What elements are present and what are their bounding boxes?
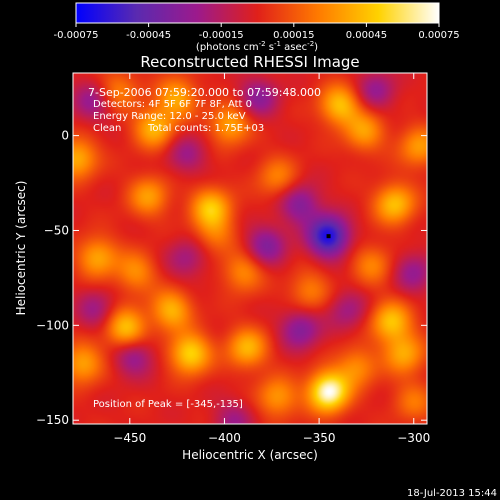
- peak-position-label: Position of Peak = [-345,-135]: [93, 399, 243, 410]
- detectors-label: Detectors: 4F 5F 6F 7F 8F, Att 0: [93, 99, 252, 110]
- method-label: Clean: [93, 123, 121, 134]
- colorbar-gradient: [75, 2, 440, 24]
- colorbar-ticks: -0.00075 -0.00045 -0.00015 0.00015 0.00045 0.…: [54, 23, 460, 41]
- x-tick-label: −350: [303, 431, 336, 445]
- colorbar-tick-label: 0.00075: [418, 30, 459, 41]
- colorbar-tick-label: -0.00075: [54, 30, 99, 41]
- x-tick-label: −400: [208, 431, 241, 445]
- plot-area: −450 −400 −350 −300 −150 −100 −50 0: [36, 72, 430, 445]
- generated-timestamp: 18-Jul-2013 15:44: [407, 488, 497, 499]
- total-counts-label: Total counts: 1.75E+03: [147, 123, 264, 134]
- chart-title: Reconstructed RHESSI Image: [140, 53, 359, 71]
- minimum-marker: [326, 234, 331, 239]
- colorbar: -0.00075 -0.00045 -0.00015 0.00015 0.00045 0.…: [54, 2, 460, 53]
- y-axis-ticks: −150 −100 −50 0: [36, 129, 427, 427]
- annotations: 7-Sep-2006 07:59:20.000 to 07:59:48.000 …: [88, 86, 321, 410]
- colorbar-tick-label: 0.00015: [273, 30, 314, 41]
- y-tick-label: −100: [36, 318, 69, 332]
- x-tick-label: −450: [113, 431, 146, 445]
- colorbar-tick-label: -0.00045: [126, 30, 171, 41]
- x-tick-label: −300: [397, 431, 430, 445]
- y-axis-label: Heliocentric Y (arcsec): [14, 181, 28, 316]
- colorbar-tick-label: -0.00015: [199, 30, 244, 41]
- y-tick-label: −150: [36, 413, 69, 427]
- colorbar-unit-label: (photons cm-2 s-1 asec-2): [196, 40, 318, 53]
- heatmap-image: [73, 73, 427, 424]
- y-tick-label: 0: [61, 129, 69, 143]
- colorbar-tick-label: 0.00045: [346, 30, 387, 41]
- energy-range-label: Energy Range: 12.0 - 25.0 keV: [93, 111, 246, 122]
- x-axis-label: Heliocentric X (arcsec): [182, 448, 318, 462]
- x-axis-ticks: −450 −400 −350 −300: [113, 73, 430, 445]
- time-range-label: 7-Sep-2006 07:59:20.000 to 07:59:48.000: [88, 86, 321, 99]
- y-tick-label: −50: [44, 223, 69, 237]
- plot-frame: [72, 72, 428, 425]
